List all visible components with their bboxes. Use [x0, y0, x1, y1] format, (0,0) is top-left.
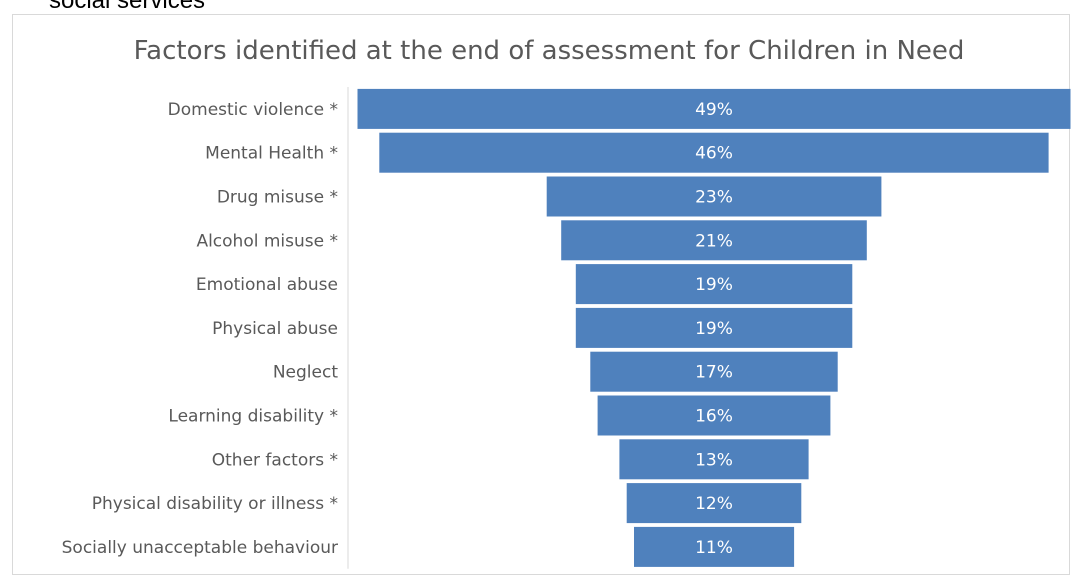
bar-value-label: 46%	[695, 144, 733, 164]
category-label: Physical abuse	[212, 319, 338, 339]
bar-value-label: 11%	[695, 538, 733, 558]
category-label: Emotional abuse	[196, 275, 338, 295]
funnel-bar	[626, 483, 802, 524]
bar-value-label: 19%	[695, 275, 733, 295]
category-label: Learning disability *	[168, 407, 338, 427]
funnel-bar	[590, 351, 838, 392]
bar-value-label: 12%	[695, 494, 733, 514]
page-heading-fragment: social services	[49, 0, 206, 14]
chart-title: Factors identified at the end of assessm…	[133, 36, 965, 66]
funnel-bar	[561, 220, 867, 261]
funnel-bar	[357, 88, 1071, 129]
bar-value-label: 21%	[695, 231, 733, 251]
funnel-bar	[619, 439, 809, 480]
category-label: Other factors *	[212, 450, 338, 470]
category-label: Domestic violence *	[168, 100, 338, 120]
bar-value-label: 16%	[695, 407, 733, 427]
category-label: Mental Health *	[205, 144, 338, 164]
bar-value-label: 49%	[695, 100, 733, 120]
bar-value-label: 17%	[695, 363, 733, 383]
funnel-bar	[379, 132, 1049, 173]
funnel-bar	[597, 395, 831, 436]
funnel-bar	[546, 176, 882, 217]
category-label: Neglect	[273, 363, 338, 383]
category-label: Socially unacceptable behaviour	[62, 538, 338, 558]
bar-value-label: 13%	[695, 450, 733, 470]
funnel-bar	[575, 264, 853, 305]
funnel-bar	[575, 307, 853, 348]
category-label: Physical disability or illness *	[92, 494, 338, 514]
funnel-bar	[634, 526, 795, 567]
bar-value-label: 19%	[695, 319, 733, 339]
category-label: Alcohol misuse *	[196, 231, 338, 251]
category-label: Drug misuse *	[217, 188, 338, 208]
bar-value-label: 23%	[695, 188, 733, 208]
